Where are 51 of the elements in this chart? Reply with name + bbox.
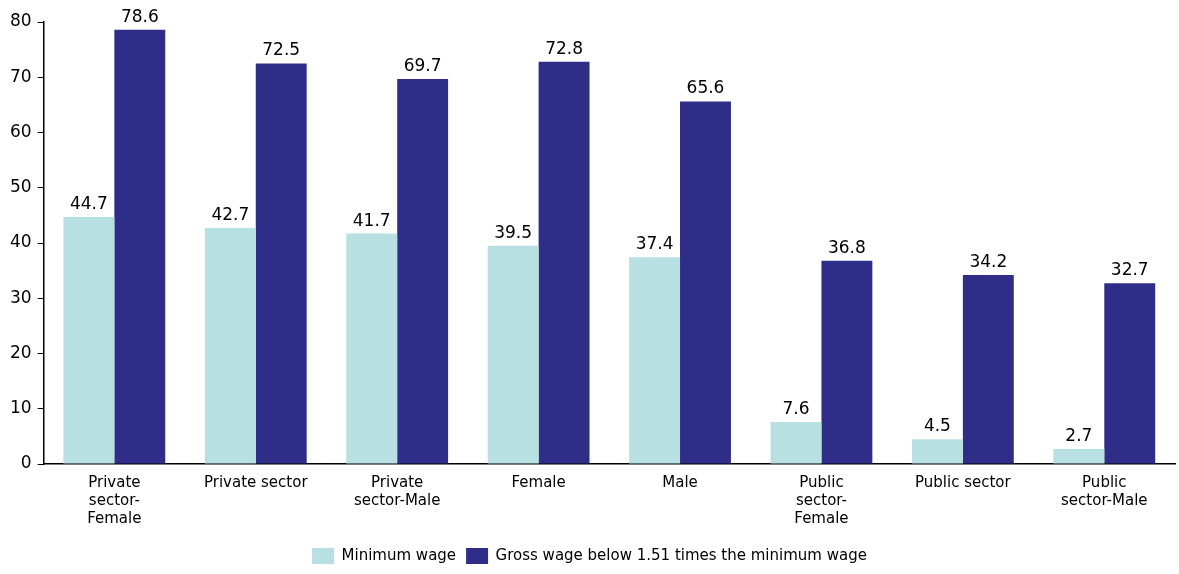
- data-label: 2.7: [1065, 425, 1093, 445]
- bar: [63, 217, 115, 464]
- data-label: 78.6: [120, 5, 159, 26]
- bar: [397, 78, 449, 464]
- bar: [821, 260, 873, 464]
- data-label: 7.6: [782, 397, 810, 418]
- bar: [962, 275, 1014, 464]
- data-label: 44.7: [69, 192, 108, 213]
- bar: [487, 245, 539, 464]
- data-label: 65.6: [686, 77, 725, 98]
- y-tick-label: 0: [20, 452, 32, 473]
- bar: [770, 422, 822, 464]
- data-label: 4.5: [923, 415, 951, 436]
- data-label: 69.7: [403, 54, 442, 75]
- bar: [680, 101, 731, 464]
- bar: [1053, 449, 1105, 464]
- x-tick-label: Public sector: [915, 472, 1012, 491]
- x-tick-label: Private sector: [203, 472, 309, 491]
- legend-label: Minimum wage: [341, 545, 457, 564]
- bar: [629, 257, 681, 464]
- data-label: 42.7: [211, 204, 250, 224]
- data-label: 34.2: [969, 250, 1008, 271]
- data-label: 41.7: [352, 209, 391, 230]
- y-tick-label: 80: [9, 10, 32, 31]
- y-tick-label: 20: [9, 341, 32, 362]
- x-tick-label: Female: [511, 472, 566, 491]
- data-label: 32.7: [1110, 259, 1149, 280]
- data-label: 39.5: [494, 221, 533, 242]
- bar: [255, 63, 307, 464]
- data-label: 36.8: [827, 236, 866, 257]
- y-tick-label: 10: [9, 397, 32, 418]
- data-label: 72.5: [262, 39, 301, 60]
- bar: [204, 228, 256, 464]
- x-tick-label: Public sector-Male: [1061, 472, 1148, 509]
- bar: [346, 233, 398, 464]
- y-tick-label: 30: [9, 286, 32, 307]
- x-tick-label: Public sector-Female: [794, 472, 849, 527]
- bar: [538, 61, 590, 464]
- y-tick-label: 40: [9, 231, 32, 252]
- y-tick-label: 50: [9, 176, 32, 197]
- data-label: 37.4: [635, 233, 674, 254]
- y-tick-label: 70: [9, 65, 32, 86]
- x-tick-label: Private sector-Female: [87, 472, 142, 527]
- bar: [911, 439, 963, 464]
- legend-label: Gross wage below 1.51 times the minimum wage: [495, 545, 867, 564]
- y-tick-label: 60: [9, 120, 32, 141]
- bar: [1104, 283, 1156, 464]
- x-tick-label: Male: [662, 472, 698, 491]
- x-tick-label: Private sector-Male: [353, 472, 441, 509]
- data-label: 72.8: [545, 37, 583, 58]
- bar: [114, 29, 166, 464]
